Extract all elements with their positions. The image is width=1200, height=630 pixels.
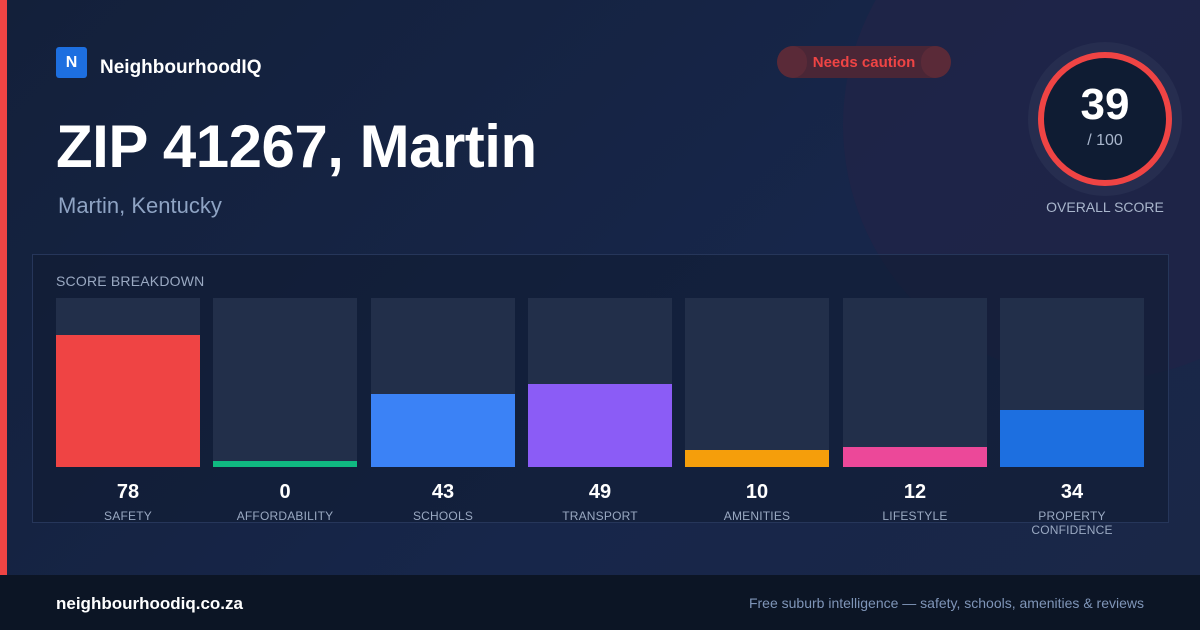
bar-value-property-confidence: 34: [1060, 481, 1084, 503]
bar-value-transport: 49: [588, 481, 612, 503]
bar-label-lifestyle: LIFESTYLE: [882, 509, 948, 523]
bar-track-lifestyle: [843, 298, 987, 467]
overall-score-caption: OVERALL SCORE: [1046, 199, 1164, 215]
bar-track-transport: [528, 298, 672, 467]
bar-value-lifestyle: 12: [903, 481, 927, 503]
bar-fill-amenities: [685, 450, 829, 467]
bar-fill-safety: [56, 335, 200, 467]
bar-track-schools: [371, 298, 515, 467]
status-badge: Needs caution: [777, 46, 951, 78]
bar-value-affordability: 0: [279, 481, 291, 503]
page-title: ZIP 41267, Martin: [56, 113, 537, 180]
bar-track-affordability: [213, 298, 357, 467]
bar-value-safety: 78: [116, 481, 140, 503]
footer-domain-link[interactable]: neighbourhoodiq.co.za: [56, 594, 243, 613]
brand[interactable]: N NeighbourhoodIQ: [56, 46, 261, 79]
score-breakdown-label: SCORE BREAKDOWN: [56, 273, 205, 289]
bar-fill-schools: [371, 394, 515, 467]
score-ring: [1038, 52, 1172, 186]
bar-track-property-confidence: [1000, 298, 1144, 467]
bar-label-affordability: AFFORDABILITY: [236, 509, 334, 523]
status-badge-label: Needs caution: [812, 53, 916, 71]
overall-score-value: 39: [1080, 80, 1130, 129]
bar-fill-property-confidence: [1000, 410, 1144, 467]
bar-track-safety: [56, 298, 200, 467]
bar-value-schools: 43: [431, 481, 455, 503]
bar-label-safety: SAFETY: [104, 509, 152, 523]
score-breakdown-panel: SCORE BREAKDOWN 78 SAFETY 0 AFFORDABILITY 43…: [32, 254, 1169, 537]
bar-label-transport: TRANSPORT: [562, 509, 638, 523]
bar-fill-affordability: [213, 461, 357, 467]
bar-track-amenities: [685, 298, 829, 467]
footer: neighbourhoodiq.co.za Free suburb intell…: [0, 575, 1200, 630]
brand-logo-icon: N: [56, 47, 87, 78]
brand-name: NeighbourhoodIQ: [100, 57, 262, 78]
accent-stripe: [0, 0, 7, 575]
footer-tagline: Free suburb intelligence — safety, schoo…: [748, 595, 1144, 611]
overall-score-denominator: / 100: [1087, 132, 1123, 149]
bar-fill-transport: [528, 384, 672, 467]
bar-fill-lifestyle: [843, 447, 987, 467]
overall-score-gauge: 39 / 100: [1028, 42, 1182, 196]
location-subtitle: Martin, Kentucky: [58, 193, 222, 218]
bar-label-schools: SCHOOLS: [412, 509, 474, 523]
bar-label-amenities: AMENITIES: [723, 509, 791, 523]
bar-label-property-confidence: PROPERTY CONFIDENCE: [1031, 509, 1113, 537]
bar-value-amenities: 10: [745, 481, 769, 503]
